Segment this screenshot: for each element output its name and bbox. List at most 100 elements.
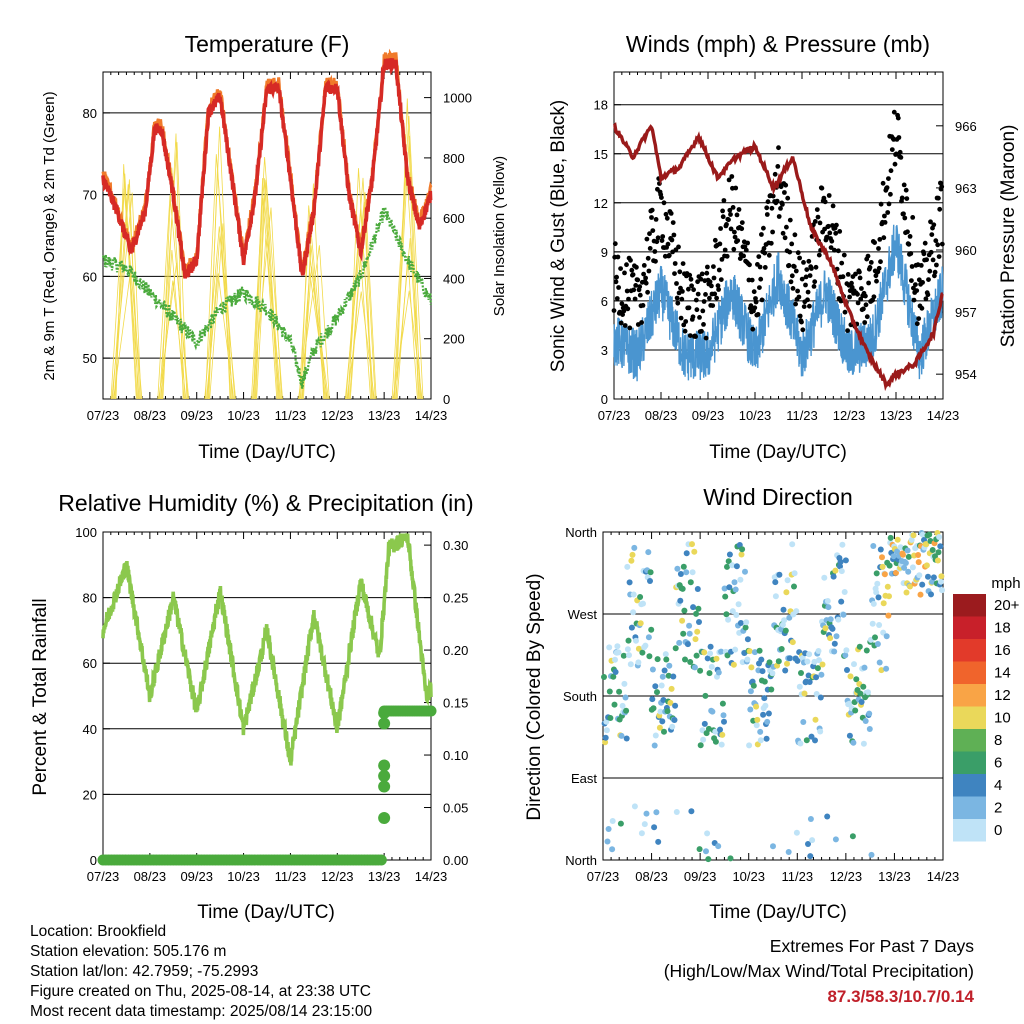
gust-point (751, 289, 757, 295)
direction-point (866, 726, 873, 732)
extremes-box: Extremes For Past 7 Days (High/Low/Max W… (664, 934, 974, 1009)
direction-point (681, 607, 688, 614)
gust-point (927, 268, 933, 274)
direction-point (602, 739, 609, 746)
direction-point (753, 703, 760, 710)
gust-point (750, 326, 756, 332)
direction-point (883, 633, 890, 640)
extremes-values: 87.3/58.3/10.7/0.14 (827, 987, 974, 1006)
gust-point (731, 246, 737, 252)
direction-point (620, 652, 627, 659)
direction-point (798, 670, 804, 676)
direction-point (658, 682, 665, 689)
gust-point (803, 274, 809, 280)
direction-point (640, 600, 646, 607)
direction-point (712, 738, 719, 745)
legend-swatch (953, 661, 986, 684)
temp-2m-series (101, 57, 433, 279)
solar-line (303, 183, 325, 400)
gust-point (805, 297, 810, 303)
gust-point (806, 258, 812, 264)
gust-point (643, 275, 648, 281)
gust-point (812, 279, 818, 285)
direction-point (923, 562, 930, 569)
gust-point (711, 264, 716, 269)
gust-point (705, 264, 710, 270)
gust-point (847, 294, 852, 300)
direction-point (622, 694, 629, 701)
direction-point (832, 567, 839, 574)
direction-point (630, 609, 637, 616)
direction-point (628, 557, 635, 564)
gust-point (743, 247, 749, 253)
gust-point (809, 266, 814, 271)
gust-point (814, 207, 820, 213)
gust-point (849, 284, 855, 290)
winds-ytick-label: 9 (601, 245, 608, 260)
gust-point (624, 262, 629, 268)
direction-point (768, 686, 775, 693)
direction-point (901, 564, 908, 571)
gust-point (804, 267, 810, 272)
direction-point (852, 707, 859, 714)
gust-point (633, 283, 639, 288)
direction-point (910, 532, 917, 539)
gust-point (659, 238, 665, 244)
direction-point (611, 701, 618, 708)
humidity-ytick-label: 0 (90, 853, 97, 868)
direction-point (903, 589, 910, 596)
direction-point (804, 658, 811, 665)
direction-point (786, 614, 793, 621)
direction-point (812, 716, 819, 723)
gust-point (618, 320, 624, 326)
humidity-ytick-label: 100 (75, 525, 97, 540)
direction-point (897, 544, 904, 551)
direction-point (818, 671, 825, 678)
gust-point (928, 249, 934, 255)
gust-point (768, 240, 774, 246)
direction-point (642, 642, 649, 649)
gust-point (635, 277, 641, 283)
direction-point (687, 659, 694, 665)
humidity-ytick-label: 60 (83, 656, 97, 671)
direction-point (629, 551, 636, 558)
direction-point (643, 810, 650, 817)
gust-point (834, 222, 839, 228)
direction-point (639, 649, 646, 656)
gust-point (690, 314, 696, 320)
gust-point (916, 316, 922, 321)
gust-point (893, 151, 899, 157)
gust-point (778, 206, 783, 211)
gust-point (689, 283, 694, 289)
direction-point (843, 647, 850, 654)
direction-point (775, 658, 782, 665)
gust-point (874, 278, 879, 284)
winds-xtick-label: 08/23 (645, 408, 678, 423)
direction-point (866, 710, 873, 717)
gust-point (935, 242, 941, 248)
gust-point (929, 232, 935, 238)
direction-point (683, 550, 690, 557)
gust-point (661, 200, 667, 206)
gust-point (647, 231, 652, 237)
direction-point (878, 667, 885, 674)
gust-point (921, 251, 927, 257)
humidity-ytick-label: 40 (83, 722, 97, 737)
direction-point (746, 648, 753, 655)
direction-point (937, 578, 944, 585)
gust-point (758, 276, 764, 282)
direction-point (863, 647, 870, 654)
direction-point (839, 541, 846, 548)
direction-point (801, 690, 808, 697)
gust-point (644, 236, 650, 242)
legend-swatch (953, 819, 986, 842)
direction-point (781, 617, 788, 624)
extremes-subtitle: (High/Low/Max Wind/Total Precipitation) (663, 961, 974, 981)
speed-legend: mph 20+ 18 16 14 12 10 8 6 4 2 0 (953, 575, 1021, 842)
gust-point (924, 257, 929, 263)
direction-point (838, 568, 845, 575)
gust-point (772, 171, 778, 177)
direction-xtick-label: 10/23 (732, 869, 765, 884)
humidity-y2tick-label: 0.00 (443, 853, 468, 868)
winds-y2tick-label: 963 (955, 181, 977, 196)
